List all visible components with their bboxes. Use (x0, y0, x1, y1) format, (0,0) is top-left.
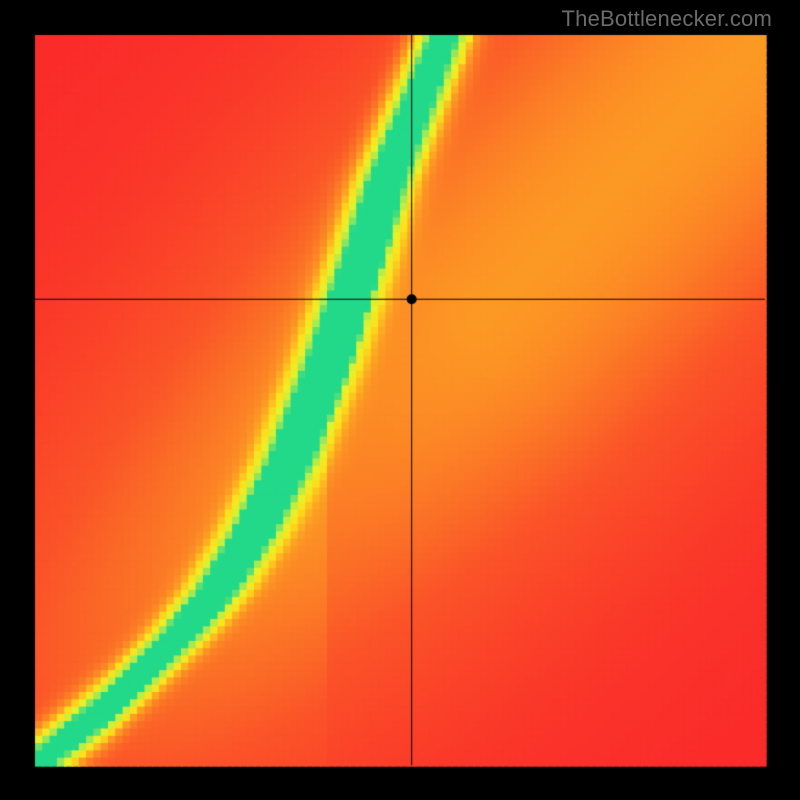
heatmap-canvas (0, 0, 800, 800)
chart-root: TheBottlenecker.com (0, 0, 800, 800)
watermark-text: TheBottlenecker.com (562, 6, 772, 32)
